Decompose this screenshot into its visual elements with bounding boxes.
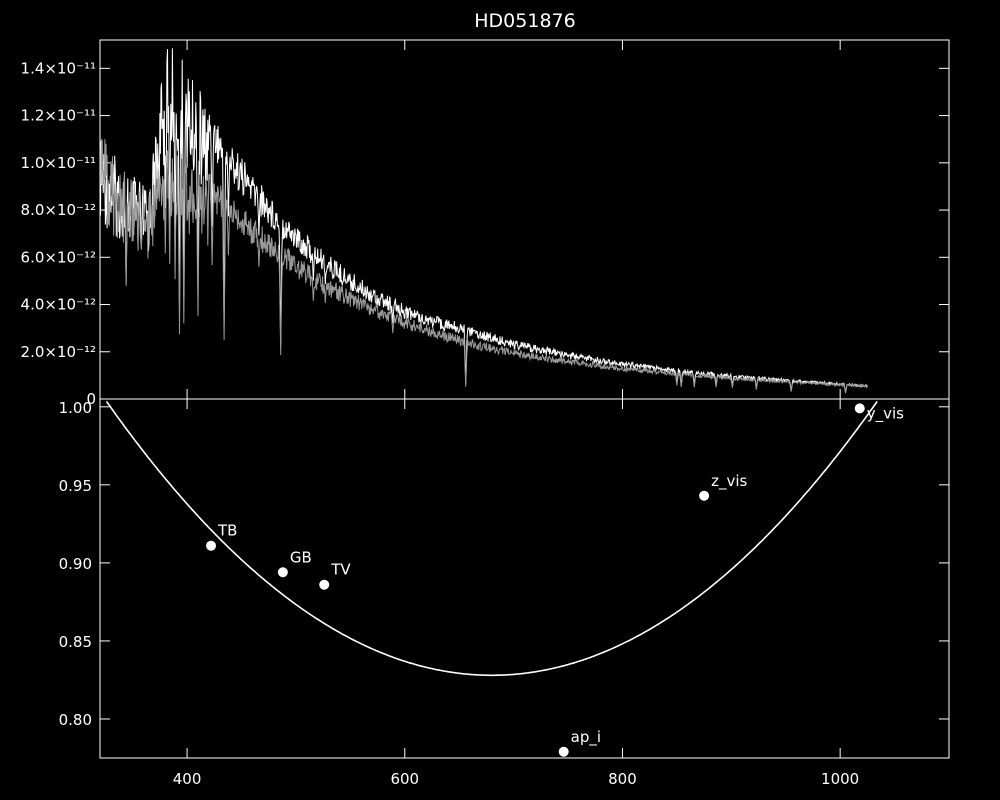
top-y-tick-label: 1.4×10⁻¹¹ [21, 59, 96, 77]
top-plot-area: 0 2.0×10⁻¹² 4.0×10⁻¹² 6.0×10⁻¹² 8.0×10⁻¹² 1.0… [21, 40, 949, 408]
point-label-TB: TB [217, 522, 237, 540]
data-point-z_vis [699, 490, 710, 501]
point-label-GB: GB [290, 548, 312, 566]
x-tick-label: 800 [608, 770, 637, 788]
data-point-y_vis [854, 403, 865, 414]
point-label-y_vis: y_vis [867, 404, 904, 423]
bottom-y-tick-label: 0.95 [59, 477, 92, 495]
data-point-TV [319, 579, 330, 590]
top-y-tick-label: 4.0×10⁻¹² [21, 296, 96, 314]
chart-title: HD051876 [474, 10, 575, 32]
top-y-tick-label: 6.0×10⁻¹² [21, 248, 96, 266]
data-point-TB [206, 540, 217, 551]
fit-curve [105, 400, 878, 677]
x-tick-label: 400 [173, 770, 202, 788]
x-tick-label: 1000 [821, 770, 859, 788]
top-y-tick-label: 0 [86, 390, 96, 408]
top-y-tick-label: 1.2×10⁻¹¹ [21, 107, 96, 125]
point-label-TV: TV [330, 561, 351, 579]
bottom-plot-area: 0.80 0.85 0.90 0.95 1.00 400 600 800 1000 TB GB TV a… [59, 399, 949, 788]
spectrum-line-1 [99, 135, 868, 394]
data-point-ap_i [558, 746, 569, 757]
top-y-tick-label: 2.0×10⁻¹² [21, 343, 96, 361]
x-tick-label: 600 [390, 770, 419, 788]
bottom-y-tick-label: 0.85 [59, 633, 92, 651]
top-y-tick-label: 8.0×10⁻¹² [21, 201, 96, 219]
top-y-tick-label: 1.0×10⁻¹¹ [21, 154, 96, 172]
point-label-ap_i: ap_i [571, 728, 601, 747]
point-label-z_vis: z_vis [711, 472, 747, 491]
bottom-y-tick-label: 0.80 [59, 711, 92, 729]
data-point-GB [277, 567, 288, 578]
bottom-y-tick-label: 1.00 [59, 399, 92, 417]
bottom-y-tick-label: 0.90 [59, 555, 92, 573]
